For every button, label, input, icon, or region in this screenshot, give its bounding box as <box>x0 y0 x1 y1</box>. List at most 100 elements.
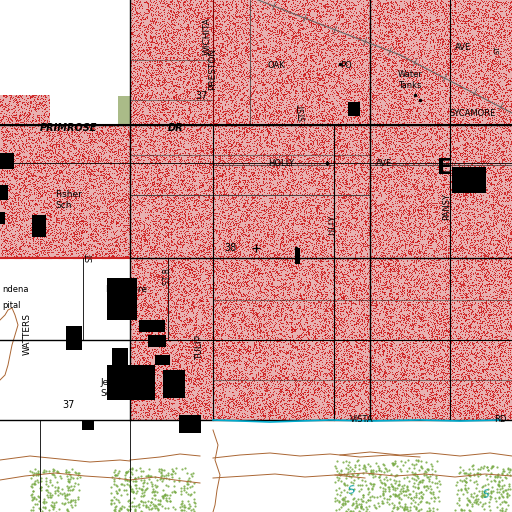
Point <box>410 316 418 325</box>
Point <box>369 87 377 95</box>
Point <box>163 359 171 367</box>
Point <box>439 200 447 208</box>
Point <box>166 292 175 300</box>
Point <box>58 17 67 26</box>
Point <box>32 253 40 262</box>
Point <box>185 177 194 185</box>
Point <box>106 0 115 7</box>
Point <box>228 261 237 269</box>
Point <box>369 238 377 246</box>
Point <box>277 55 285 63</box>
Point <box>34 92 42 100</box>
Point <box>166 67 174 75</box>
Point <box>321 145 329 153</box>
Point <box>47 33 55 41</box>
Point <box>364 392 372 400</box>
Point <box>480 110 488 118</box>
Point <box>272 98 280 106</box>
Point <box>474 164 482 172</box>
Point <box>440 31 448 39</box>
Point <box>305 398 313 406</box>
Point <box>415 154 423 162</box>
Point <box>498 278 506 286</box>
Point <box>226 44 234 52</box>
Point <box>224 6 232 14</box>
Point <box>352 220 360 228</box>
Point <box>194 349 202 357</box>
Point <box>164 366 172 374</box>
Point <box>274 351 283 359</box>
Point <box>105 52 114 60</box>
Point <box>337 246 345 254</box>
Point <box>165 84 173 93</box>
Point <box>116 52 124 60</box>
Point <box>191 359 200 367</box>
Point <box>425 227 433 236</box>
Point <box>232 400 240 409</box>
Point <box>445 409 454 417</box>
Point <box>281 139 289 147</box>
Point <box>204 190 212 199</box>
Point <box>241 178 249 186</box>
Point <box>206 25 214 33</box>
Point <box>377 93 386 101</box>
Point <box>208 111 217 119</box>
Point <box>305 262 313 270</box>
Point <box>447 337 455 345</box>
Point <box>338 89 346 97</box>
Point <box>46 79 54 87</box>
Point <box>81 182 89 190</box>
Point <box>240 100 248 108</box>
Point <box>251 207 260 215</box>
Point <box>361 262 369 270</box>
Point <box>141 390 149 398</box>
Point <box>137 122 145 131</box>
Point <box>158 97 166 105</box>
Point <box>274 106 283 115</box>
Point <box>387 262 395 270</box>
Point <box>456 285 464 293</box>
Point <box>396 336 404 344</box>
Point <box>171 189 179 198</box>
Point <box>202 331 210 339</box>
Point <box>119 210 127 219</box>
Point <box>109 203 117 211</box>
Point <box>357 245 365 253</box>
Point <box>207 63 215 71</box>
Point <box>438 180 446 188</box>
Point <box>433 59 441 68</box>
Point <box>339 136 348 144</box>
Point <box>50 466 58 474</box>
Point <box>148 345 156 353</box>
Point <box>180 43 188 51</box>
Point <box>287 31 295 39</box>
Point <box>276 83 284 91</box>
Point <box>360 32 368 40</box>
Point <box>186 252 195 261</box>
Point <box>255 302 263 310</box>
Point <box>211 139 220 147</box>
Point <box>152 207 160 215</box>
Point <box>236 175 244 183</box>
Point <box>360 188 368 197</box>
Point <box>32 134 40 142</box>
Point <box>221 214 229 222</box>
Point <box>210 320 219 328</box>
Point <box>346 82 354 90</box>
Point <box>412 404 420 413</box>
Point <box>183 145 191 153</box>
Point <box>181 165 189 174</box>
Point <box>147 249 155 257</box>
Point <box>350 255 358 263</box>
Point <box>31 66 39 74</box>
Point <box>352 499 360 507</box>
Point <box>499 390 507 398</box>
Point <box>334 232 343 240</box>
Point <box>353 205 361 214</box>
Point <box>311 372 319 380</box>
Point <box>496 59 504 67</box>
Point <box>127 317 135 326</box>
Point <box>136 328 144 336</box>
Point <box>253 211 261 219</box>
Point <box>124 62 133 70</box>
